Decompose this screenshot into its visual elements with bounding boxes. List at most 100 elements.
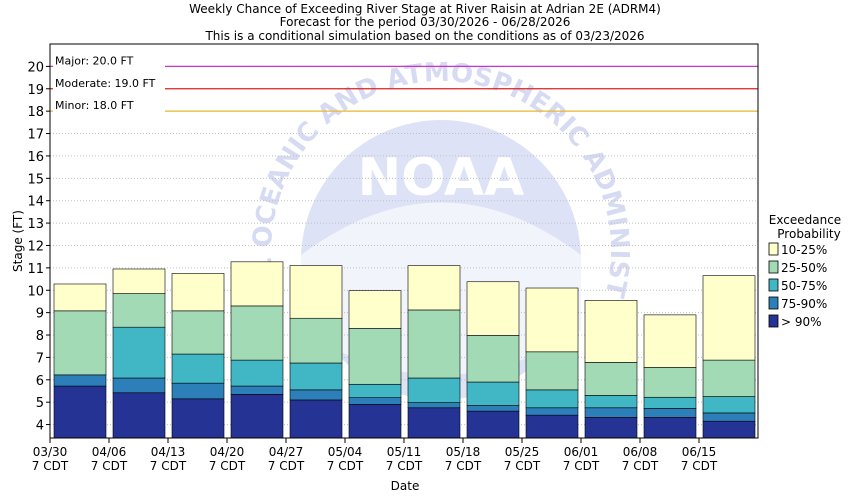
legend-label: 50-75% <box>781 279 827 293</box>
y-tick-label: 6 <box>36 374 44 389</box>
threshold-label: Moderate: 19.0 FT <box>55 77 156 90</box>
bar-segment <box>466 381 520 406</box>
legend-label: > 90% <box>781 315 822 329</box>
legend-swatch <box>768 278 779 292</box>
threshold-label: Minor: 18.0 FT <box>55 99 134 112</box>
bar-segment <box>348 397 402 405</box>
bar-segment <box>702 412 756 422</box>
y-tick-label: 18 <box>27 105 44 120</box>
bar-segment <box>112 268 166 294</box>
y-tick-label: 10 <box>27 284 44 299</box>
y-tick-label: 4 <box>36 419 44 434</box>
bar-segment <box>230 359 284 387</box>
title-line-3: This is a conditional simulation based o… <box>204 29 644 43</box>
bar-segment <box>643 417 697 439</box>
x-tick-date: 04/27 <box>269 445 304 459</box>
legend-swatch <box>768 296 779 310</box>
x-tick-date: 04/06 <box>92 445 127 459</box>
bar-segment <box>289 317 343 364</box>
x-tick-date: 05/04 <box>328 445 363 459</box>
y-tick-label: 15 <box>27 172 44 187</box>
x-tick-tz: 7 CDT <box>563 459 600 473</box>
bar-segment <box>702 275 756 361</box>
threshold-label-bg <box>53 79 165 93</box>
bar-segment <box>53 385 107 439</box>
bar-segment <box>53 283 107 312</box>
threshold-label-bg <box>53 57 165 71</box>
y-axis-label: Stage (FT) <box>11 210 25 272</box>
bar-segment <box>112 377 166 394</box>
x-tick-date: 05/18 <box>446 445 481 459</box>
bar-segment <box>525 407 579 416</box>
y-tick-label: 20 <box>27 60 44 75</box>
x-tick-tz: 7 CDT <box>445 459 482 473</box>
bar-series <box>53 261 756 439</box>
legend-title-line-2: Probability <box>777 227 840 241</box>
title-line-2: Forecast for the period 03/30/2026 - 06/… <box>280 15 571 29</box>
bar-segment <box>171 310 225 355</box>
title-line-1: Weekly Chance of Exceeding River Stage a… <box>189 2 661 16</box>
y-tick-label: 9 <box>36 307 44 322</box>
bar-segment <box>230 385 284 395</box>
y-axis-ticks: 4 5 6 7 8 9 10 11 12 13 14 15 16 17 18 19 20 <box>27 60 50 434</box>
x-tick-date: 05/25 <box>505 445 540 459</box>
bar-segment <box>112 392 166 439</box>
bar-segment <box>584 300 638 363</box>
x-tick-date: 04/20 <box>210 445 245 459</box>
bar-segment <box>702 359 756 397</box>
bar-segment <box>407 309 461 379</box>
chart-title: Weekly Chance of Exceeding River Stage a… <box>189 2 661 43</box>
y-tick-label: 13 <box>27 217 44 232</box>
y-tick-label: 14 <box>27 195 44 210</box>
bar-segment <box>584 407 638 418</box>
bar-segment <box>348 404 402 439</box>
x-tick-tz: 7 CDT <box>622 459 659 473</box>
x-tick-tz: 7 CDT <box>209 459 246 473</box>
y-tick-label: 12 <box>27 239 44 254</box>
threshold-label: Major: 20.0 FT <box>55 54 134 67</box>
x-tick-tz: 7 CDT <box>504 459 541 473</box>
x-tick-date: 06/15 <box>682 445 717 459</box>
bar-segment <box>466 405 520 412</box>
bar-segment <box>466 335 520 383</box>
bar-segment <box>230 394 284 439</box>
bar-segment <box>230 261 284 307</box>
x-tick-tz: 7 CDT <box>327 459 364 473</box>
x-axis-label: Date <box>391 479 420 493</box>
bar-segment <box>112 293 166 328</box>
bar-segment <box>525 389 579 409</box>
bar-segment <box>466 410 520 439</box>
bar-segment <box>584 417 638 439</box>
bar-segment <box>525 351 579 391</box>
bar-segment <box>53 374 107 387</box>
y-tick-label: 17 <box>27 128 44 143</box>
y-tick-label: 16 <box>27 150 44 165</box>
legend-swatch <box>768 242 779 256</box>
bar-segment <box>466 281 520 336</box>
y-tick-label: 7 <box>36 351 44 366</box>
bar-segment <box>584 362 638 396</box>
legend-swatch <box>768 260 779 274</box>
y-tick-label: 8 <box>36 329 44 344</box>
bar-segment <box>348 290 402 329</box>
threshold-label-bg <box>53 102 165 116</box>
bar-segment <box>584 395 638 409</box>
bar-segment <box>171 353 225 384</box>
bar-segment <box>289 362 343 391</box>
bar-segment <box>289 389 343 401</box>
bar-segment <box>53 310 107 376</box>
bar-segment <box>525 287 579 353</box>
threshold-lines: Major: 20.0 FT Moderate: 19.0 FT Minor: 18… <box>50 54 758 116</box>
bar-segment <box>643 367 697 398</box>
y-tick-label: 11 <box>27 262 44 277</box>
bar-segment <box>348 383 402 399</box>
bar-segment <box>230 305 284 361</box>
x-tick-date: 03/30 <box>33 445 68 459</box>
bar-segment <box>407 377 461 403</box>
bar-segment <box>348 328 402 385</box>
bar-segment <box>289 399 343 439</box>
legend-label: 75-90% <box>781 297 827 311</box>
bar-segment <box>643 314 697 368</box>
